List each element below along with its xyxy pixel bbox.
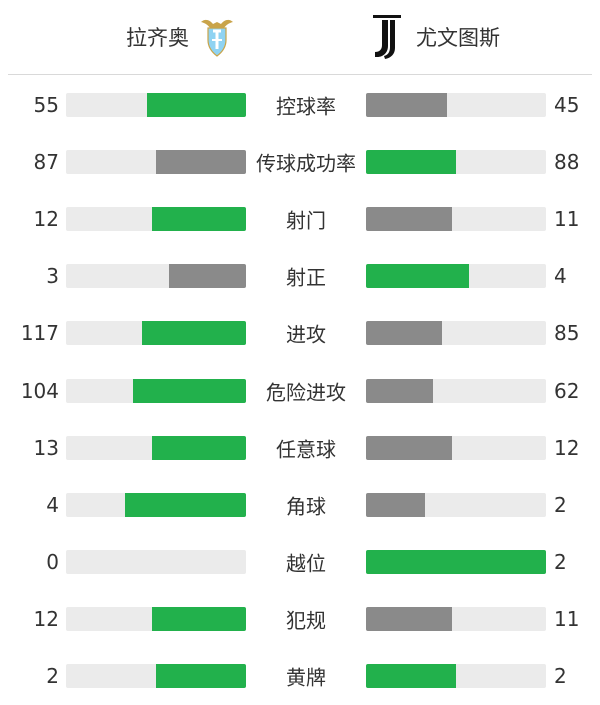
home-stat-bar-fill xyxy=(156,664,246,689)
home-stat-bar-fill xyxy=(152,607,246,632)
stat-label: 控球率 xyxy=(276,94,336,119)
away-stat-bar xyxy=(366,435,546,460)
away-stat-bar xyxy=(366,264,546,289)
home-stat-value: 117 xyxy=(20,321,59,346)
home-stat-bar-fill xyxy=(152,206,246,231)
away-stat-bar xyxy=(366,378,546,403)
stat-row: 13 任意球 12 xyxy=(0,419,600,476)
home-stat-value: 0 xyxy=(46,550,59,575)
home-stat-value: 12 xyxy=(33,206,59,231)
away-stat-bar xyxy=(366,607,546,632)
home-stat-bar xyxy=(66,435,246,460)
away-stat-bar xyxy=(366,206,546,231)
home-stat-bar xyxy=(66,378,246,403)
match-header: 拉齐奥 尤文图斯 xyxy=(0,0,600,74)
home-stat-bar xyxy=(66,492,246,517)
away-stat-bar xyxy=(366,492,546,517)
away-stat-value: 12 xyxy=(554,435,580,460)
home-stat-bar-fill xyxy=(141,321,246,346)
stat-label: 传球成功率 xyxy=(256,151,356,176)
away-stat-bar xyxy=(366,550,546,575)
home-stat-value: 2 xyxy=(46,664,59,689)
home-stat-bar-fill xyxy=(132,378,246,403)
home-stat-bar xyxy=(66,664,246,689)
home-stat-bar xyxy=(66,206,246,231)
stat-row: 12 射门 11 xyxy=(0,190,600,247)
away-stat-bar xyxy=(366,664,546,689)
home-stat-value: 12 xyxy=(33,607,59,632)
stat-row: 2 黄牌 2 xyxy=(0,648,600,705)
home-stat-bar xyxy=(66,550,246,575)
away-stat-value: 11 xyxy=(554,607,580,632)
away-stat-value: 4 xyxy=(554,264,567,289)
away-stat-value: 62 xyxy=(554,378,580,403)
home-stat-value: 55 xyxy=(33,92,59,117)
stat-label: 危险进攻 xyxy=(266,380,346,405)
away-stat-value: 45 xyxy=(554,92,580,117)
away-stat-bar-fill xyxy=(366,149,456,174)
stat-label: 进攻 xyxy=(286,322,326,347)
header-divider xyxy=(8,74,592,75)
home-stat-bar-fill xyxy=(168,264,246,289)
home-stat-bar-fill xyxy=(147,92,246,117)
away-stat-bar-fill xyxy=(366,492,426,517)
lazio-eagle-crest-icon xyxy=(201,19,233,57)
stat-label: 犯规 xyxy=(286,608,326,633)
stat-label: 任意球 xyxy=(276,437,336,462)
away-stat-bar xyxy=(366,321,546,346)
home-stat-bar xyxy=(66,149,246,174)
home-stat-value: 13 xyxy=(33,435,59,460)
stat-row: 4 角球 2 xyxy=(0,476,600,533)
away-stat-value: 2 xyxy=(554,550,567,575)
stats-list: 55 控球率 45 87 传球成功率 88 12 射门 11 3 xyxy=(0,76,600,705)
stat-row: 104 危险进攻 62 xyxy=(0,362,600,419)
away-team[interactable]: 尤文图斯 xyxy=(370,14,500,60)
stat-row: 87 传球成功率 88 xyxy=(0,133,600,190)
stat-label: 黄牌 xyxy=(286,665,326,690)
stat-row: 117 进攻 85 xyxy=(0,305,600,362)
home-stat-value: 87 xyxy=(33,149,59,174)
home-stat-value: 104 xyxy=(20,378,59,403)
stat-row: 12 犯规 11 xyxy=(0,591,600,648)
away-stat-bar xyxy=(366,149,546,174)
away-stat-bar-fill xyxy=(366,378,433,403)
stat-row: 55 控球率 45 xyxy=(0,76,600,133)
away-stat-bar-fill xyxy=(366,206,453,231)
away-stat-value: 11 xyxy=(554,206,580,231)
home-stat-bar xyxy=(66,321,246,346)
away-stat-value: 85 xyxy=(554,321,580,346)
juventus-j-logo-icon xyxy=(373,15,401,59)
home-team-name: 拉齐奥 xyxy=(126,26,189,50)
away-stat-value: 2 xyxy=(554,664,567,689)
away-stat-value: 88 xyxy=(554,149,580,174)
stat-row: 3 射正 4 xyxy=(0,248,600,305)
home-stat-value: 4 xyxy=(46,492,59,517)
home-stat-value: 3 xyxy=(46,264,59,289)
away-stat-bar-fill xyxy=(366,550,546,575)
away-stat-value: 2 xyxy=(554,492,567,517)
stat-label: 射门 xyxy=(286,208,326,233)
stat-label: 角球 xyxy=(286,494,326,519)
stat-label: 射正 xyxy=(286,265,326,290)
away-stat-bar-fill xyxy=(366,321,442,346)
away-stat-bar-fill xyxy=(366,264,469,289)
home-stat-bar xyxy=(66,607,246,632)
away-stat-bar-fill xyxy=(366,435,453,460)
stat-row: 0 越位 2 xyxy=(0,534,600,591)
home-stat-bar xyxy=(66,264,246,289)
stat-label: 越位 xyxy=(286,551,326,576)
home-stat-bar-fill xyxy=(156,149,246,174)
home-stat-bar-fill xyxy=(152,435,246,460)
away-stat-bar xyxy=(366,92,546,117)
away-stat-bar-fill xyxy=(366,607,453,632)
away-stat-bar-fill xyxy=(366,92,447,117)
away-team-name: 尤文图斯 xyxy=(416,26,500,50)
home-team[interactable]: 拉齐奥 xyxy=(126,14,235,60)
away-stat-bar-fill xyxy=(366,664,456,689)
home-stat-bar xyxy=(66,92,246,117)
home-stat-bar-fill xyxy=(125,492,246,517)
